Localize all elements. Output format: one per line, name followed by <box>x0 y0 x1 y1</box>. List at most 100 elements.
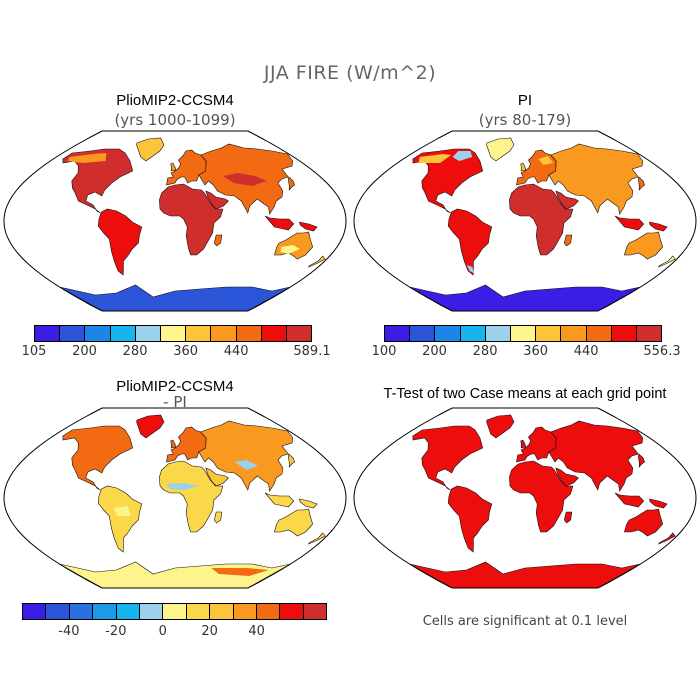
panel-diff-title: PlioMIP2-CCSM4 <box>116 378 234 395</box>
colorbar-tick-label: 0 <box>158 624 167 639</box>
colorbar-tick-label: 200 <box>72 344 97 359</box>
colorbar-segment <box>211 326 237 341</box>
colorbar-tick-label: 440 <box>223 344 249 359</box>
colorbar-tick-label: 200 <box>422 344 447 359</box>
colorbar-tick-label: 556.3 <box>643 344 681 359</box>
landmass-africa <box>159 183 224 256</box>
colorbar-segment <box>85 326 111 341</box>
colorbar-segment <box>69 604 94 619</box>
panel-pliomip-title: PlioMIP2-CCSM4 <box>116 92 234 109</box>
colorbar-segment <box>286 326 312 341</box>
map-pliomip <box>3 130 347 312</box>
colorbar-tick-label: 105 <box>21 344 47 359</box>
landmass-nz <box>308 532 326 545</box>
colorbar-segment <box>485 326 511 341</box>
colorbar-segment <box>385 326 411 341</box>
landmass-australia <box>624 231 664 260</box>
landmass-samerica <box>97 485 143 553</box>
colorbar-segment <box>303 604 327 619</box>
colorbar-segment <box>636 326 662 341</box>
landmass-newguinea <box>298 221 318 232</box>
colorbar-segment <box>116 604 140 619</box>
colorbar-segment <box>60 326 86 341</box>
landmass-africa <box>509 460 574 533</box>
colorbar-tick-label: 20 <box>201 624 218 639</box>
landmass-namerica <box>412 148 484 214</box>
colorbar-segment <box>435 326 461 341</box>
field-patch-europe <box>538 156 554 165</box>
landmass-uk <box>520 162 527 172</box>
landmass-africa <box>509 183 574 256</box>
colorbar-pi <box>384 325 662 342</box>
colorbar-segment <box>210 604 234 619</box>
colorbar-segment <box>35 326 61 341</box>
landmass-asia <box>548 420 644 492</box>
landmass-newguinea <box>648 498 668 509</box>
landmass-namerica <box>62 425 134 491</box>
colorbar-tick-label: -20 <box>105 624 127 639</box>
map-border <box>3 130 347 312</box>
field-patch-samerica <box>466 265 474 273</box>
map-pi <box>353 130 697 312</box>
landmass-uk <box>520 439 527 449</box>
colorbar-segment <box>261 326 287 341</box>
field-patch-namerica <box>418 154 452 163</box>
field-patch-antarctica <box>211 568 269 576</box>
map-border <box>3 407 347 589</box>
landmass-greenland <box>136 137 165 162</box>
landmass-uk <box>170 162 177 172</box>
colorbar-segment <box>186 326 212 341</box>
colorbar-segment <box>23 604 47 619</box>
colorbar-segment <box>135 326 161 341</box>
landmass-greenland <box>486 414 515 439</box>
landmass-nz <box>658 532 676 545</box>
landmass-madagascar <box>563 511 573 524</box>
figure-title: JJA FIRE (W/m^2) <box>263 62 437 84</box>
colorbar-tick-label: 280 <box>122 344 148 359</box>
landmass-arabia <box>555 190 579 210</box>
landmass-samerica <box>97 208 143 276</box>
field-patch-asia <box>234 460 259 470</box>
colorbar-segment <box>160 326 187 341</box>
colorbar-segment <box>186 604 211 619</box>
landmass-japan <box>637 453 645 468</box>
landmass-nz <box>658 255 676 268</box>
colorbar-tick-label: 360 <box>523 344 549 359</box>
colorbar-segment <box>410 326 436 341</box>
panel-pi-title: PI <box>517 92 533 109</box>
colorbar-tick-label: 440 <box>573 344 599 359</box>
map-border <box>353 130 697 312</box>
landmass-africa <box>159 460 224 533</box>
landmass-greenland <box>136 414 165 439</box>
landmass-madagascar <box>563 234 573 247</box>
landmass-indonesia <box>264 492 295 508</box>
field-patch-australia <box>280 245 300 254</box>
panel-pliomip-subtitle: (yrs 1000-1099) <box>114 111 236 129</box>
landmass-japan <box>287 176 295 191</box>
landmass-samerica <box>447 485 493 553</box>
landmass-arabia <box>555 467 579 487</box>
field-patch-namerica <box>452 151 473 161</box>
landmass-newguinea <box>298 498 318 509</box>
landmass-greenland <box>486 137 515 162</box>
map-ttest <box>353 407 697 589</box>
colorbar-segment <box>233 604 257 619</box>
colorbar-segment <box>611 326 637 341</box>
panel-diff-subtitle: - PI <box>163 393 187 411</box>
colorbar-segment <box>110 326 136 341</box>
landmass-namerica <box>62 148 134 214</box>
landmass-australia <box>274 508 314 537</box>
landmass-asia <box>198 420 294 492</box>
landmass-australia <box>624 508 664 537</box>
landmass-arabia <box>205 467 229 487</box>
field-patch-samerica <box>113 506 131 516</box>
colorbar-segment <box>163 604 187 619</box>
landmass-europe <box>516 426 557 463</box>
colorbar-tick-label: 589.1 <box>293 344 331 359</box>
landmass-indonesia <box>614 215 645 231</box>
landmass-samerica <box>447 208 493 276</box>
colorbar-diff <box>22 603 327 620</box>
field-patch-asia <box>223 173 267 186</box>
field-patch-namerica <box>67 153 107 163</box>
landmass-newguinea <box>648 221 668 232</box>
